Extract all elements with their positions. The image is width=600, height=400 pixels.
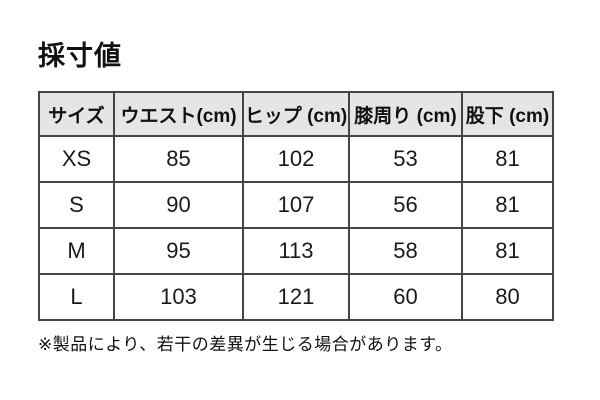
table-cell-inseam: 80 — [461, 273, 554, 321]
table-cell-size: S — [38, 181, 115, 229]
header-cell-size: サイズ — [38, 91, 115, 137]
table-cell-inseam: 81 — [461, 181, 554, 229]
table-cell-size: M — [38, 227, 115, 275]
table-cell-inseam: 81 — [461, 227, 554, 275]
header-cell-knee: 膝周り (cm) — [348, 91, 463, 137]
table-cell-hip: 102 — [242, 135, 350, 183]
table-cell-waist: 95 — [113, 227, 244, 275]
table-cell-knee: 56 — [348, 181, 463, 229]
header-cell-hip: ヒップ (cm) — [242, 91, 350, 137]
header-cell-waist: ウエスト(cm) — [113, 91, 244, 137]
size-chart-table: サイズ ウエスト(cm) ヒップ (cm) 膝周り (cm) 股下 (cm) X… — [38, 91, 554, 321]
table-cell-size: L — [38, 273, 115, 321]
header-row: サイズ ウエスト(cm) ヒップ (cm) 膝周り (cm) 股下 (cm) — [38, 91, 554, 137]
footnote: ※製品により、若干の差異が生じる場合があります。 — [38, 335, 453, 354]
table-row-m: M 95 113 58 81 — [38, 227, 554, 275]
table-cell-size: XS — [38, 135, 115, 183]
page-title: 採寸値 — [38, 41, 122, 71]
table-cell-waist: 85 — [113, 135, 244, 183]
table-cell-waist: 90 — [113, 181, 244, 229]
table-row-l: L 103 121 60 80 — [38, 273, 554, 321]
header-cell-inseam: 股下 (cm) — [461, 91, 554, 137]
table-cell-hip: 107 — [242, 181, 350, 229]
table-cell-inseam: 81 — [461, 135, 554, 183]
table-cell-hip: 121 — [242, 273, 350, 321]
table-row-s: S 90 107 56 81 — [38, 181, 554, 229]
table-row-xs: XS 85 102 53 81 — [38, 135, 554, 183]
table-cell-hip: 113 — [242, 227, 350, 275]
table-cell-knee: 58 — [348, 227, 463, 275]
table-cell-waist: 103 — [113, 273, 244, 321]
table-cell-knee: 53 — [348, 135, 463, 183]
table-cell-knee: 60 — [348, 273, 463, 321]
